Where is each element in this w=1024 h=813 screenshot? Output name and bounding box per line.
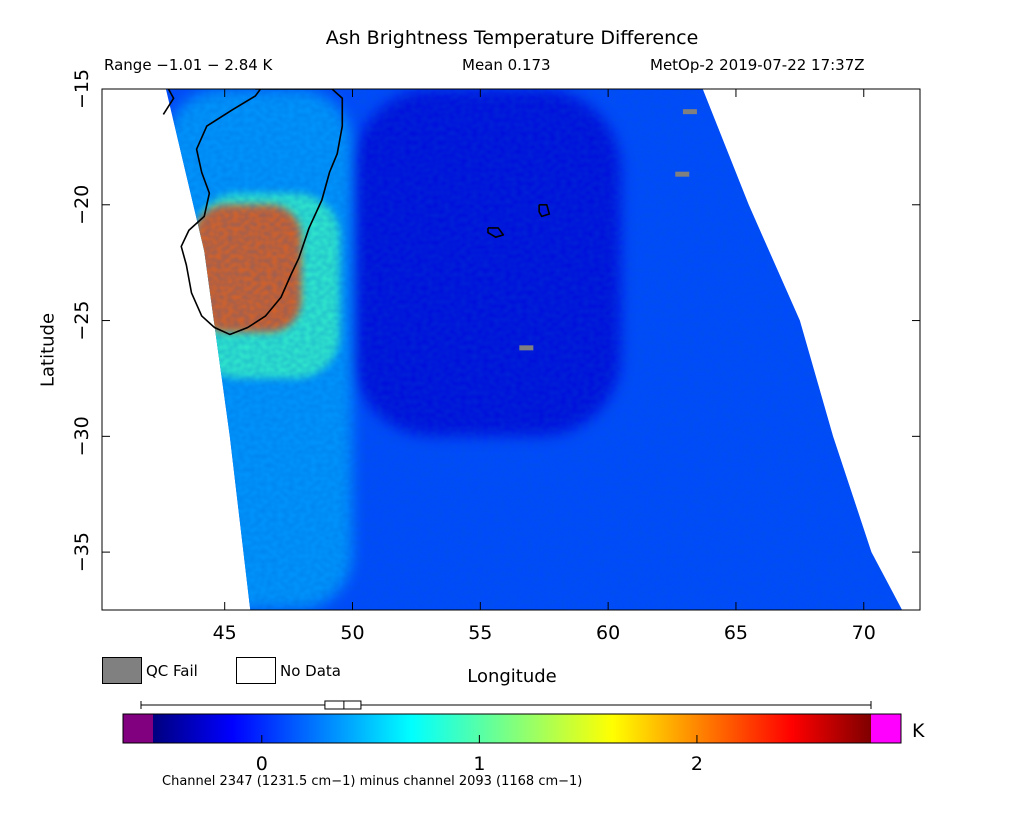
y-tick-label: −25 [71, 301, 93, 341]
colorbar-unit: K [912, 720, 925, 742]
pixel-noise [165, 89, 903, 610]
swath-field [165, 89, 903, 610]
qc-fail-label: QC Fail [146, 662, 198, 680]
x-tick-label: 60 [596, 622, 620, 644]
qc-fail-pixel [682, 109, 697, 115]
y-tick-label: −15 [71, 69, 93, 109]
no-data-label: No Data [280, 662, 341, 680]
colorbar-over-swatch [871, 714, 901, 743]
x-tick-label: 50 [340, 622, 364, 644]
x-tick-label: 55 [468, 622, 492, 644]
qc-fail-pixel [675, 171, 690, 177]
qc-fail-swatch [102, 657, 142, 684]
heatmap-area [162, 89, 903, 610]
colorbar-boxplot [140, 700, 872, 710]
x-axis-ticks: 45 50 55 60 65 70 [213, 89, 876, 644]
range-label: Range −1.01 − 2.84 K [104, 56, 273, 74]
x-axis-label: Longitude [467, 666, 557, 687]
colorbar: 0 1 2 [122, 700, 902, 775]
no-data-swatch [236, 657, 276, 684]
qc-fail-pixels [519, 109, 697, 351]
channel-footnote: Channel 2347 (1231.5 cm−1) minus channel… [162, 774, 583, 789]
x-tick-label: 45 [213, 622, 237, 644]
colorbar-frame [122, 713, 902, 744]
x-tick-label: 70 [852, 622, 876, 644]
colorbar-tick-label: 1 [473, 753, 485, 775]
y-tick-label: −30 [71, 416, 93, 456]
satellite-time-label: MetOp-2 2019-07-22 17:37Z [650, 56, 865, 74]
colorbar-ticks: 0 1 2 [256, 735, 703, 775]
coastline [538, 203, 551, 218]
y-axis-label: Latitude [37, 312, 59, 388]
colorbar-gradient [153, 714, 871, 743]
coastline [180, 89, 344, 336]
y-tick-label: −20 [71, 185, 93, 225]
colorbar-tick-label: 2 [691, 753, 703, 775]
mean-label: Mean 0.173 [462, 56, 551, 74]
colorbar-tick-label: 0 [256, 753, 268, 775]
y-axis-ticks: −15 −20 −25 −30 −35 [71, 69, 920, 572]
plot-frame [101, 88, 921, 611]
chart-title: Ash Brightness Temperature Difference [325, 27, 699, 49]
x-tick-label: 65 [724, 622, 748, 644]
boxplot-box [324, 700, 362, 710]
y-tick-label: −35 [71, 532, 93, 572]
coastline [162, 89, 175, 115]
coastlines [162, 89, 551, 336]
colorbar-under-swatch [123, 714, 153, 743]
coastline [487, 227, 505, 238]
qc-fail-pixel [519, 345, 534, 351]
